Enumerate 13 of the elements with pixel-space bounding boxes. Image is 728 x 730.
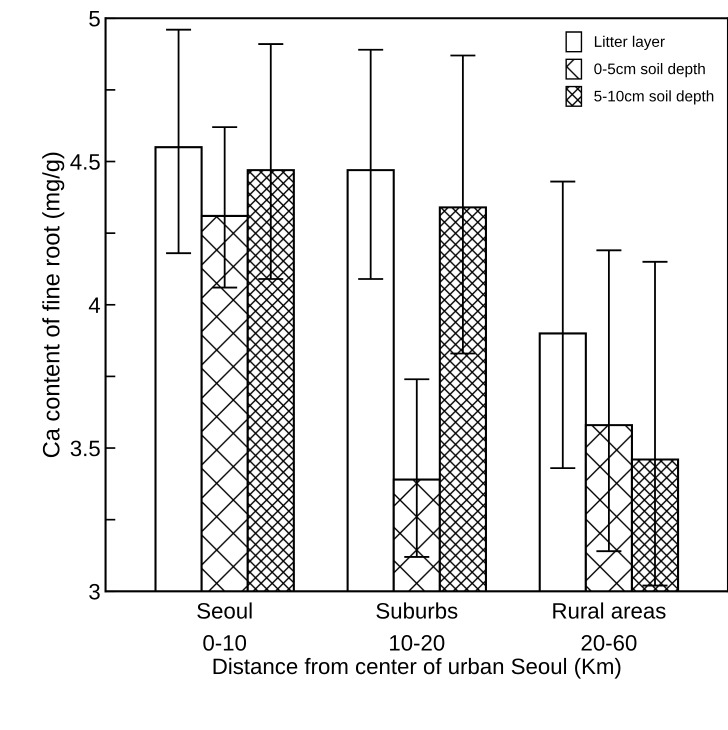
x-tick-label: Suburbs 10-20: [376, 602, 458, 651]
legend-label: 0-5cm soil depth: [594, 63, 705, 78]
y-tick-label: 3: [89, 584, 100, 600]
y-tick-label: 3.5: [70, 440, 100, 456]
y-tick-label: 4: [88, 298, 100, 313]
x-tick-label: Seoul 0-10: [197, 602, 252, 651]
y-tick-label: 4.5: [70, 154, 100, 170]
legend-label: Litter layer: [594, 36, 665, 50]
x-axis-title: Distance from center of urban Seoul (Km): [214, 658, 620, 679]
legend-label: 5-10cm soil depth: [594, 90, 714, 105]
y-tick-label: 5: [89, 11, 100, 27]
y-axis-title: Ca content of fine root (mg/g): [42, 152, 64, 458]
x-tick-label: Rural areas 20-60: [553, 602, 666, 651]
